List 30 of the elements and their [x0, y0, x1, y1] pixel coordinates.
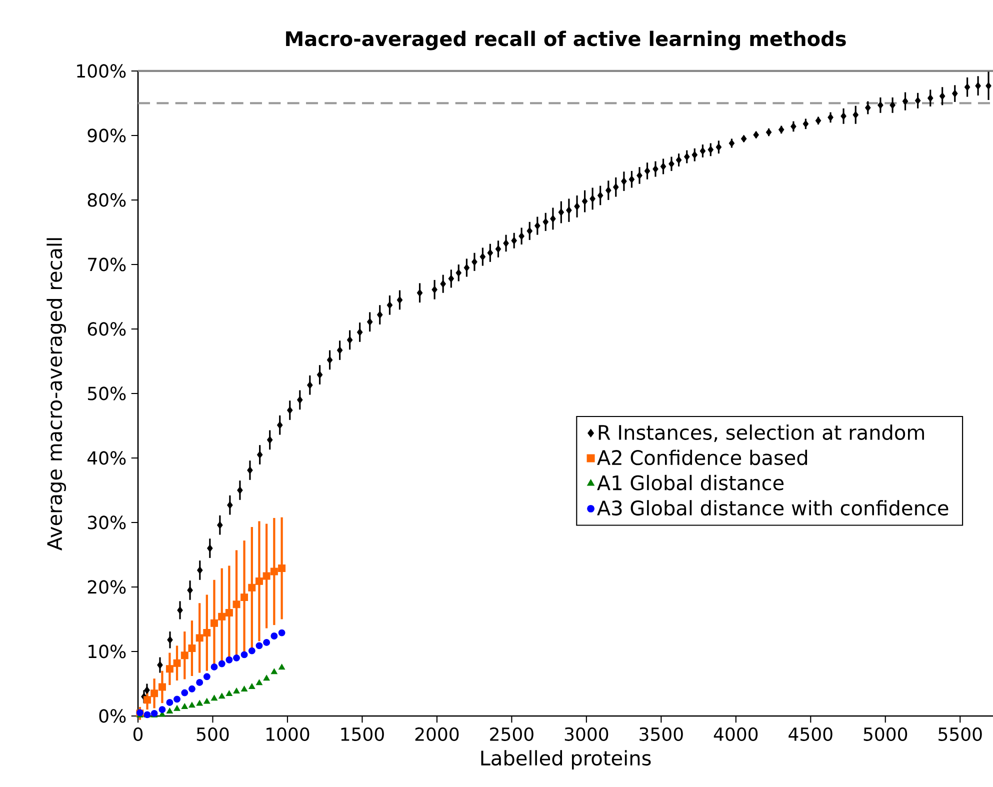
legend-label: A3 Global distance with confidence: [597, 500, 948, 516]
y-tick-label: 40%: [87, 451, 126, 465]
y-tick-label: 70%: [88, 258, 126, 272]
x-tick-label: 5500: [938, 727, 982, 741]
x-tick-label: 2000: [415, 727, 459, 741]
y-tick-label: 10%: [88, 644, 126, 658]
x-tick-label: 4000: [714, 727, 758, 741]
x-tick-label: 4500: [788, 727, 832, 741]
legend-label: A1 Global distance: [597, 474, 784, 490]
legend-label: A2 Confidence based: [597, 450, 808, 466]
chart-title: Macro-averaged recall of active learning methods: [286, 30, 846, 50]
legend-label: R Instances, selection at random: [598, 424, 924, 442]
y-tick-label: 90%: [88, 128, 126, 142]
x-tick-label: 3500: [640, 727, 683, 741]
y-tick-label: 50%: [88, 386, 126, 400]
x-tick-label: 0: [133, 727, 143, 741]
x-tick-label: 1500: [341, 727, 384, 741]
y-tick-label: 20%: [88, 580, 126, 594]
y-axis-title: Average macro-averaged recall: [46, 238, 66, 550]
x-tick-label: 5000: [864, 727, 908, 741]
y-tick-label: 60%: [88, 322, 126, 336]
y-tick-label: 30%: [88, 516, 126, 530]
x-axis-title: Labelled proteins: [481, 750, 651, 770]
x-tick-label: 1000: [266, 727, 310, 741]
y-tick-label: 100%: [77, 64, 126, 78]
x-tick-label: 3000: [564, 727, 608, 741]
x-tick-label: 500: [196, 727, 229, 741]
y-tick-label: 0%: [99, 709, 126, 723]
x-tick-label: 2500: [490, 727, 534, 741]
y-tick-label: 80%: [88, 193, 126, 207]
